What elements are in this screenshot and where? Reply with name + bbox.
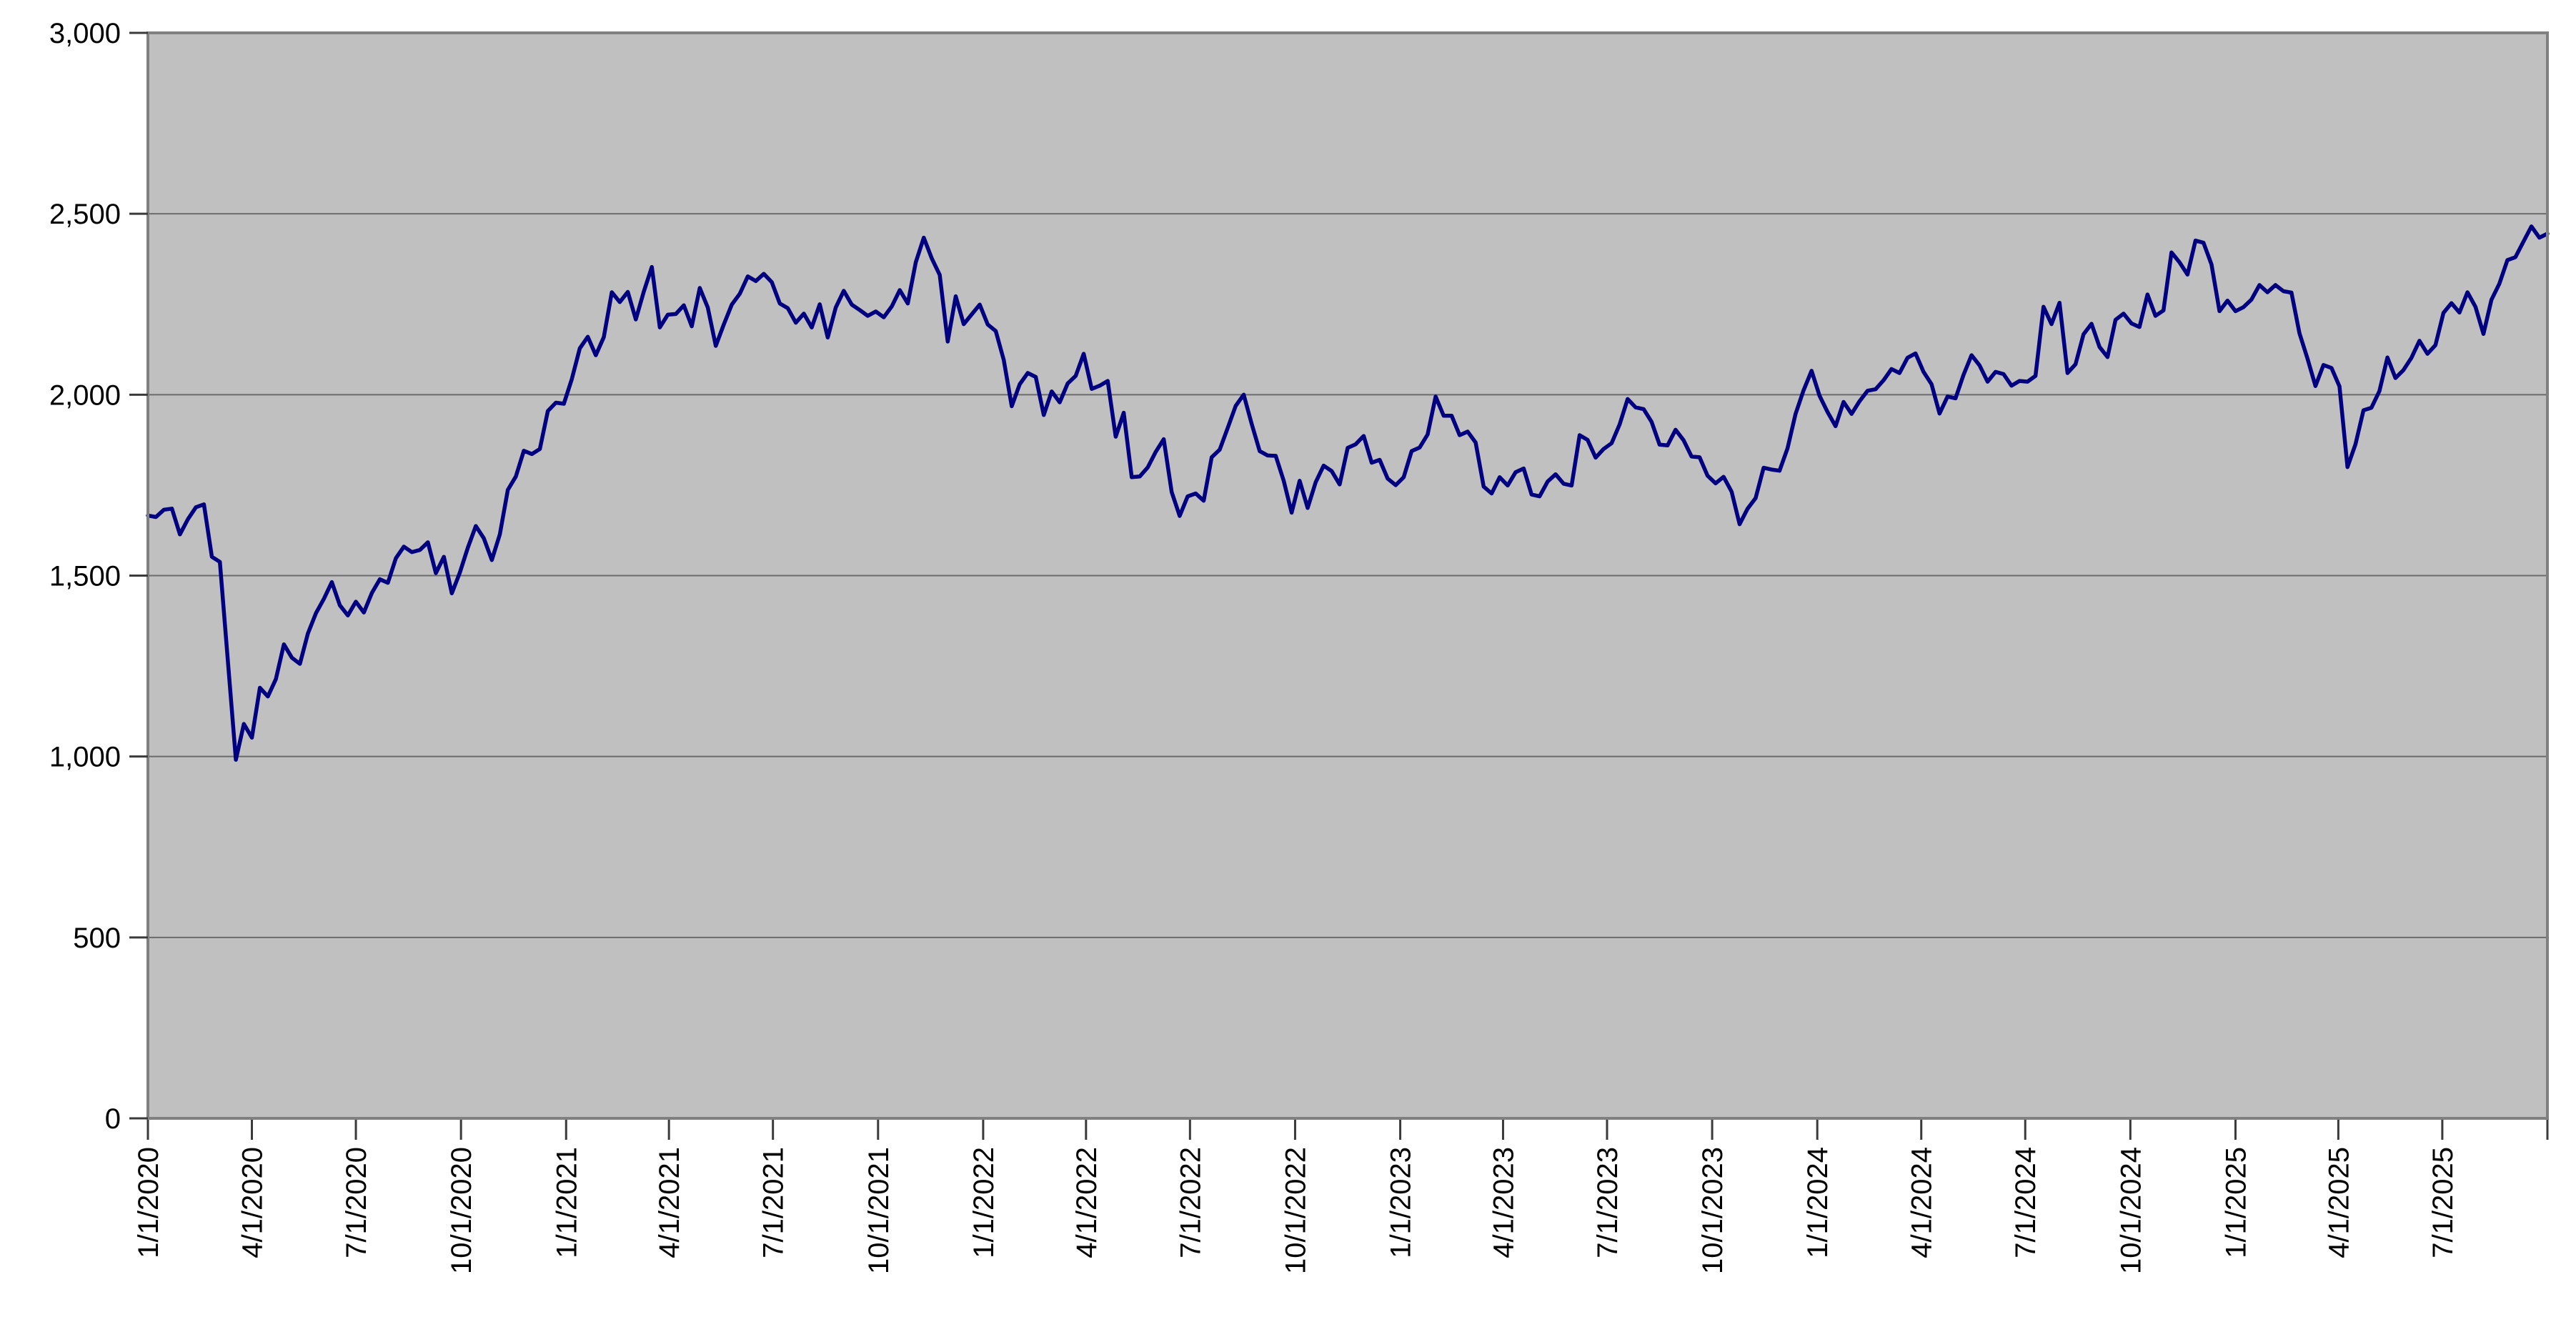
x-axis-label: 7/1/2024 <box>2010 1147 2042 1258</box>
y-axis-label: 500 <box>73 923 121 954</box>
x-axis-label: 1/1/2020 <box>133 1147 164 1258</box>
x-axis-label: 1/1/2023 <box>1386 1147 1417 1258</box>
x-axis-label: 1/1/2024 <box>1802 1147 1834 1258</box>
y-axis-label: 3,000 <box>49 18 121 49</box>
x-axis-label: 10/1/2020 <box>446 1147 477 1274</box>
x-axis-label: 7/1/2023 <box>1592 1147 1623 1258</box>
x-axis-label: 4/1/2022 <box>1071 1147 1103 1258</box>
x-axis-label: 4/1/2025 <box>2323 1147 2354 1258</box>
x-axis-label: 10/1/2023 <box>1697 1147 1729 1274</box>
y-axis-label: 2,000 <box>49 379 121 411</box>
x-axis-label: 7/1/2020 <box>341 1147 372 1258</box>
x-axis-label: 4/1/2020 <box>237 1147 269 1258</box>
x-axis-label: 4/1/2021 <box>654 1147 685 1258</box>
x-axis-label: 1/1/2025 <box>2220 1147 2252 1258</box>
y-axis-label: 0 <box>105 1103 121 1135</box>
x-axis-label: 4/1/2023 <box>1488 1147 1519 1258</box>
x-axis-label: 7/1/2025 <box>2427 1147 2459 1258</box>
x-axis-label: 7/1/2021 <box>758 1147 790 1258</box>
y-axis-label: 1,500 <box>49 561 121 592</box>
x-axis-label: 1/1/2022 <box>968 1147 1000 1258</box>
series-line <box>146 224 2550 762</box>
y-axis-label: 2,500 <box>49 199 121 230</box>
x-axis-label: 7/1/2022 <box>1175 1147 1206 1258</box>
x-axis-label: 10/1/2021 <box>863 1147 895 1274</box>
x-axis-label: 10/1/2024 <box>2115 1147 2147 1274</box>
y-axis-label: 1,000 <box>49 742 121 773</box>
x-axis-label: 10/1/2022 <box>1280 1147 1311 1274</box>
x-axis-label: 4/1/2024 <box>1906 1147 1938 1258</box>
x-axis-label: 1/1/2021 <box>551 1147 582 1258</box>
